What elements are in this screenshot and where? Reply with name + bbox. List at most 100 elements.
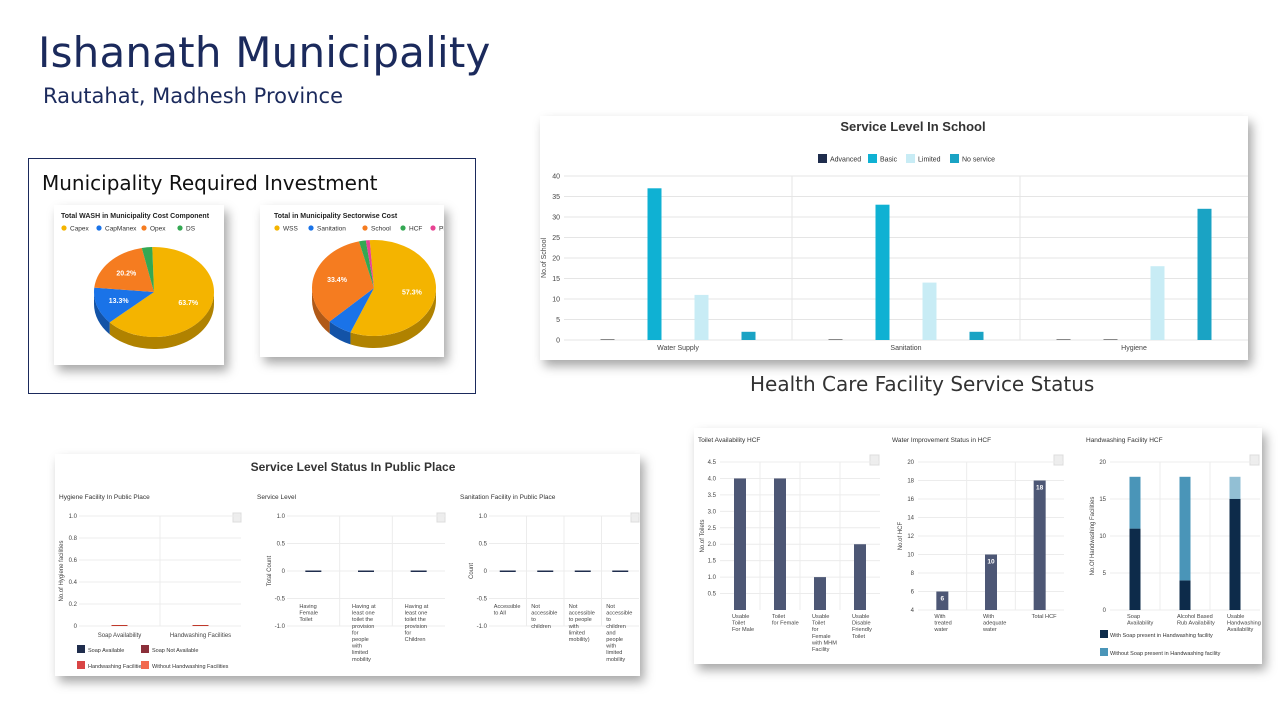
y-tick-label: 4 [911,608,915,614]
y-tick-label: 30 [552,215,560,222]
school-service-card: Service Level In School Advanced Basic Limi… [540,116,1248,360]
y-tick-label: -1.0 [275,624,286,630]
bar [358,570,374,572]
x-tick-label: Having at least one toilet the provision for… [351,604,376,663]
legend-marker [77,661,85,669]
y-tick-label: 5 [556,317,560,324]
legend-label: With Soap present in Handwashing facilit… [1110,633,1213,639]
legend-label: No service [962,157,995,164]
legend-label: WSS [283,226,298,233]
legend-marker [61,225,67,231]
y-tick-label: 5 [1103,571,1107,577]
bar [1150,266,1165,340]
x-tick-label: Usable Toilet For Male [732,614,754,633]
bar [647,188,662,340]
legend-label: Without Handwashing Facilities [152,664,229,670]
y-tick-label: 2.5 [708,526,717,532]
pie-sectorwise-card: Total in Municipality Sectorwise Cost WSS… [260,205,448,357]
y-tick-label: 0.5 [708,592,717,598]
pie-slice [350,240,436,336]
x-tick-label: Total HCF [1032,614,1057,620]
y-tick-label: 0.4 [69,580,78,586]
pie-cost-component-chart: Total WASH in Municipality Cost Componen… [61,213,214,349]
pie-slice-label: 63.7% [178,300,199,307]
y-tick-label: 3.0 [708,509,717,515]
legend-label: Opex [150,226,166,233]
y-tick-label: 0.5 [277,542,286,548]
legend-label: Limited [918,157,941,164]
bar [192,625,209,626]
x-tick-label: Handwashing Facilities [170,633,231,639]
legend-marker [308,225,314,231]
panel-title: Water Improvement Status in HCF [892,437,991,444]
y-tick-label: 2.0 [708,542,717,548]
bar [1197,208,1212,340]
pie-slice [141,247,154,292]
pie-sectorwise-chart: Total in Municipality Sectorwise Cost WSS… [274,213,448,348]
panel-menu-icon [232,512,242,523]
bar [305,570,322,572]
page-title: Ishanath Municipality [38,28,491,77]
y-tick-label: 0.5 [479,542,488,548]
y-tick-label: -0.5 [477,597,488,603]
y-axis-label: No.of Hygiene facilities [59,540,65,601]
x-tick-label: Not accessible to children [531,604,557,630]
legend-label: Basic [880,157,898,164]
pie-slice [358,240,374,288]
x-tick-label: Accessible to All [494,604,521,617]
y-tick-label: 15 [1099,497,1106,503]
legend-marker [274,225,280,231]
x-tick-label: Hygiene [1121,345,1147,352]
pie-slice-label: 33.4% [327,277,348,284]
hcf-section-caption: Health Care Facility Service Status [750,372,1095,396]
y-tick-label: 0 [74,624,78,630]
legend-marker [177,225,183,231]
x-tick-label: Usable Disable Friendly Toilet [852,614,872,640]
bar [1179,580,1191,610]
panel-title: Service Level [257,494,297,501]
chart-title: Service Level Status In Public Place [251,460,456,474]
pie-slice-side [329,321,351,345]
x-tick-label: Usable Toilet for Female with MHM Facility [811,614,837,653]
x-tick-label: Toilet for Female [772,614,799,627]
y-tick-label: 4.0 [708,476,717,482]
y-axis-label: Count [469,563,475,579]
panel-title: Toilet Availability HCF [698,437,760,444]
legend-marker [141,661,149,669]
pie-slice-label: 57.3% [402,290,423,297]
x-tick-label: Having at least one toilet the provision for… [405,604,429,643]
y-tick-label: 18 [907,479,914,485]
bar [1179,476,1191,581]
y-axis-label: No.Of Handwashing Facilities [1090,497,1096,576]
panel-menu-icon [1053,454,1064,466]
pie-slice-label: 13.3% [109,298,130,305]
public-place-card: Service Level Status In Public Place Hygi… [55,454,640,676]
legend-label: CapManex [105,226,137,233]
bar [1229,499,1241,610]
y-axis-label: Total Count [267,555,273,586]
investment-title: Municipality Required Investment [42,171,378,195]
bar [875,204,890,340]
legend-label: Advanced [830,157,861,164]
pie-slice-side [109,292,214,349]
bar [1033,480,1046,610]
y-tick-label: 14 [907,516,914,522]
y-tick-label: 20 [1099,460,1106,466]
y-tick-label: 1.0 [277,514,286,520]
page-subtitle: Rautahat, Madhesh Province [43,84,343,108]
public-place-chart: Service Level Status In Public Place Hygi… [59,460,640,670]
legend-label: Handwashing Facilities [88,664,144,670]
legend-label: Sanitation [317,226,346,233]
pie-slice-side [94,292,110,335]
x-tick-label: Not accessible to people with limited mobilit… [568,604,595,643]
legend-marker [430,225,436,231]
panel-title: Handwashing Facility HCF [1086,437,1163,444]
y-tick-label: 1.0 [479,514,488,520]
school-service-chart: Service Level In School Advanced Basic Limi… [541,119,1248,352]
data-label: 6 [941,596,945,603]
x-tick-label: Usable Handwashing Availability [1227,614,1261,633]
bar [499,570,516,572]
legend-label: Soap Available [88,648,124,654]
y-tick-label: 1.0 [708,575,717,581]
y-tick-label: 6 [911,590,915,596]
